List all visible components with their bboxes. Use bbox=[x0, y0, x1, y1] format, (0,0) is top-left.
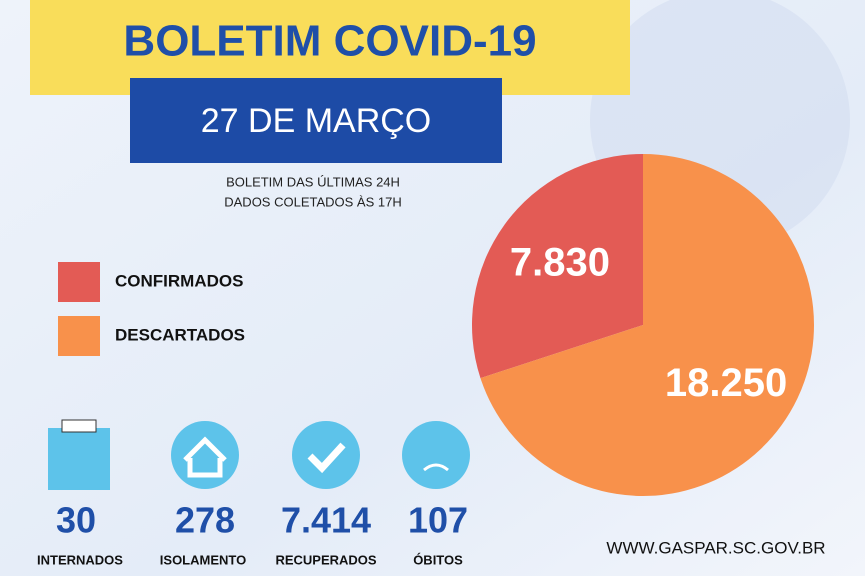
stat-number: 278 bbox=[175, 500, 235, 541]
legend-swatch bbox=[58, 262, 100, 302]
stat-label: RECUPERADOS bbox=[275, 552, 376, 567]
hospital-sign bbox=[61, 419, 97, 433]
title: BOLETIM COVID-19 bbox=[123, 17, 536, 66]
face-mouth bbox=[423, 463, 449, 472]
stat-label: ISOLAMENTO bbox=[160, 552, 246, 567]
face-icon bbox=[402, 421, 470, 489]
legend-swatch bbox=[58, 316, 100, 356]
home-icon bbox=[171, 421, 239, 489]
date-box bbox=[130, 78, 502, 163]
website: WWW.GASPAR.SC.GOV.BR bbox=[606, 538, 825, 557]
stat-number: 7.414 bbox=[281, 500, 371, 541]
stat-number: 30 bbox=[56, 500, 96, 541]
legend-label: DESCARTADOS bbox=[115, 325, 245, 344]
date: 27 DE MARÇO bbox=[201, 102, 432, 140]
hospital-icon bbox=[48, 428, 110, 490]
check-icon bbox=[292, 421, 360, 489]
stat-number: 107 bbox=[408, 500, 468, 541]
icons bbox=[48, 419, 470, 490]
home-shape bbox=[183, 436, 227, 478]
stat-label: ÓBITOS bbox=[413, 552, 463, 567]
slice-label: 7.830 bbox=[510, 240, 610, 284]
check-shape bbox=[307, 442, 346, 474]
stat-label: INTERNADOS bbox=[37, 552, 123, 567]
slice-label: 18.250 bbox=[665, 361, 787, 405]
note: DADOS COLETADOS ÀS 17H bbox=[224, 194, 401, 209]
pie-slice bbox=[471, 154, 643, 379]
pie-slice bbox=[480, 154, 815, 497]
legend-label: CONFIRMADOS bbox=[115, 271, 243, 290]
note: BOLETIM DAS ÚLTIMAS 24H bbox=[226, 174, 400, 189]
